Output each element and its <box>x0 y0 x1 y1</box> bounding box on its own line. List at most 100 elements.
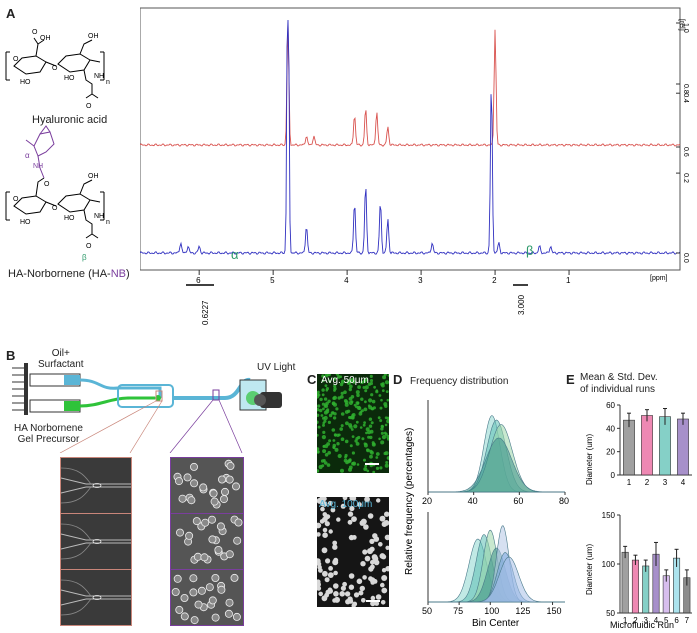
droplet <box>214 546 223 555</box>
junction-frame-1 <box>60 457 132 514</box>
white-microgel <box>372 533 378 539</box>
green-microgel <box>380 431 384 435</box>
droplet <box>176 528 184 537</box>
droplet <box>230 573 239 582</box>
green-microgel <box>325 401 329 406</box>
bar-bottom-y-tick-label-100: 100 <box>602 560 616 569</box>
green-microgel <box>357 385 361 389</box>
white-microgel <box>385 566 389 572</box>
droplet <box>211 613 220 622</box>
frame-background <box>61 514 131 569</box>
svg-text:n: n <box>106 219 110 226</box>
uv-lamp <box>260 392 282 408</box>
droplet-tubing <box>173 377 251 400</box>
bar-top-x-tick-label-3: 3 <box>663 478 668 487</box>
green-microgel <box>344 453 348 458</box>
green-microgel <box>364 400 367 404</box>
forming-droplet <box>92 595 102 600</box>
droplet-channel-image <box>171 514 243 569</box>
nmr-series-ha-norbornene <box>140 19 681 256</box>
green-microgel <box>328 379 332 383</box>
oil-label-line2: Surfactant <box>38 359 84 370</box>
white-microgel <box>324 521 330 527</box>
scale-bar-top <box>365 463 379 465</box>
norbornene-group <box>25 125 55 179</box>
droplet <box>194 600 203 609</box>
white-microgel <box>321 547 328 554</box>
green-microgel <box>386 419 389 424</box>
white-microgel <box>360 518 367 525</box>
bar-top-x-tick-label-1: 1 <box>627 478 632 487</box>
ha-norbornene-label: HA-Norbornene (HA-NB) <box>8 268 130 280</box>
white-microgel <box>317 565 322 570</box>
green-microgel <box>339 375 343 378</box>
nmr-y-tick-label-0.4: 0.4 <box>682 93 689 103</box>
bar-top-bar-2 <box>641 415 653 476</box>
integral-label-alpha: 0.6227 <box>201 300 210 325</box>
green-microgel <box>322 421 325 425</box>
green-microgel <box>386 398 389 402</box>
green-microgel <box>385 461 389 464</box>
nmr-y-tick-label-1: 1.0 <box>682 23 689 33</box>
white-microgel <box>368 566 374 572</box>
freq-bottom-x-tick-label-150: 150 <box>547 606 562 616</box>
droplet <box>192 517 201 526</box>
bar-top-y-tick-label-20: 20 <box>606 448 615 457</box>
white-microgel <box>332 544 338 550</box>
bar-bottom-y-tick-label-50: 50 <box>606 609 615 618</box>
white-microgel <box>348 598 354 604</box>
droplet <box>232 482 241 491</box>
gel-fluid <box>64 401 80 411</box>
white-microgel <box>367 513 374 519</box>
green-microgel <box>346 379 351 384</box>
white-microgel <box>364 555 371 562</box>
droplet <box>220 495 229 504</box>
green-microgel <box>375 456 379 459</box>
green-microgel <box>340 437 345 441</box>
green-microgel <box>360 409 364 413</box>
green-microgel <box>351 413 356 417</box>
droplet <box>185 531 194 540</box>
green-microgel <box>322 423 325 427</box>
green-microgel <box>370 421 374 425</box>
droplet <box>197 586 206 595</box>
droplet <box>190 616 199 625</box>
droplet <box>175 477 183 486</box>
green-microgel <box>372 470 376 473</box>
white-microgel <box>320 500 326 507</box>
svg-text:O: O <box>52 65 58 72</box>
avg-100um-label: Avg. 100μm <box>319 499 373 510</box>
green-microgel <box>362 386 366 389</box>
green-microgel <box>337 453 342 459</box>
droplet <box>225 475 234 484</box>
green-microgel <box>383 402 388 407</box>
green-microgel <box>336 433 340 437</box>
green-microgel <box>332 377 337 381</box>
white-microgel <box>361 598 366 603</box>
white-microgel <box>373 559 380 566</box>
gel-label: HA Norbornene Gel Precursor <box>14 423 83 445</box>
white-microgel <box>375 594 382 600</box>
oil-label-line1: Oil+ <box>51 348 70 359</box>
droplet <box>190 479 199 488</box>
svg-text:OH: OH <box>88 33 99 40</box>
white-microgel <box>358 590 364 596</box>
channel-walls <box>61 589 131 606</box>
nmr-y-unit: [rel] <box>678 19 685 31</box>
zoom-line-4 <box>218 399 243 453</box>
ha-norbornene-structure <box>5 177 105 239</box>
green-microgel <box>317 469 320 473</box>
micrograph-50um <box>317 374 389 473</box>
green-microgel <box>350 379 354 382</box>
white-microgel <box>347 511 354 517</box>
svg-text:HO: HO <box>20 219 31 226</box>
uv-lamp-lens <box>254 394 266 406</box>
svg-text:NH: NH <box>94 213 104 220</box>
green-microgel <box>349 416 353 420</box>
bar-bottom-y-tick-label-150: 150 <box>602 511 616 520</box>
junction-frame-2 <box>60 513 132 570</box>
green-microgel <box>368 417 373 421</box>
frame-background <box>61 570 131 625</box>
panel-d-title: Frequency distribution <box>410 376 509 387</box>
white-microgel <box>356 578 363 585</box>
